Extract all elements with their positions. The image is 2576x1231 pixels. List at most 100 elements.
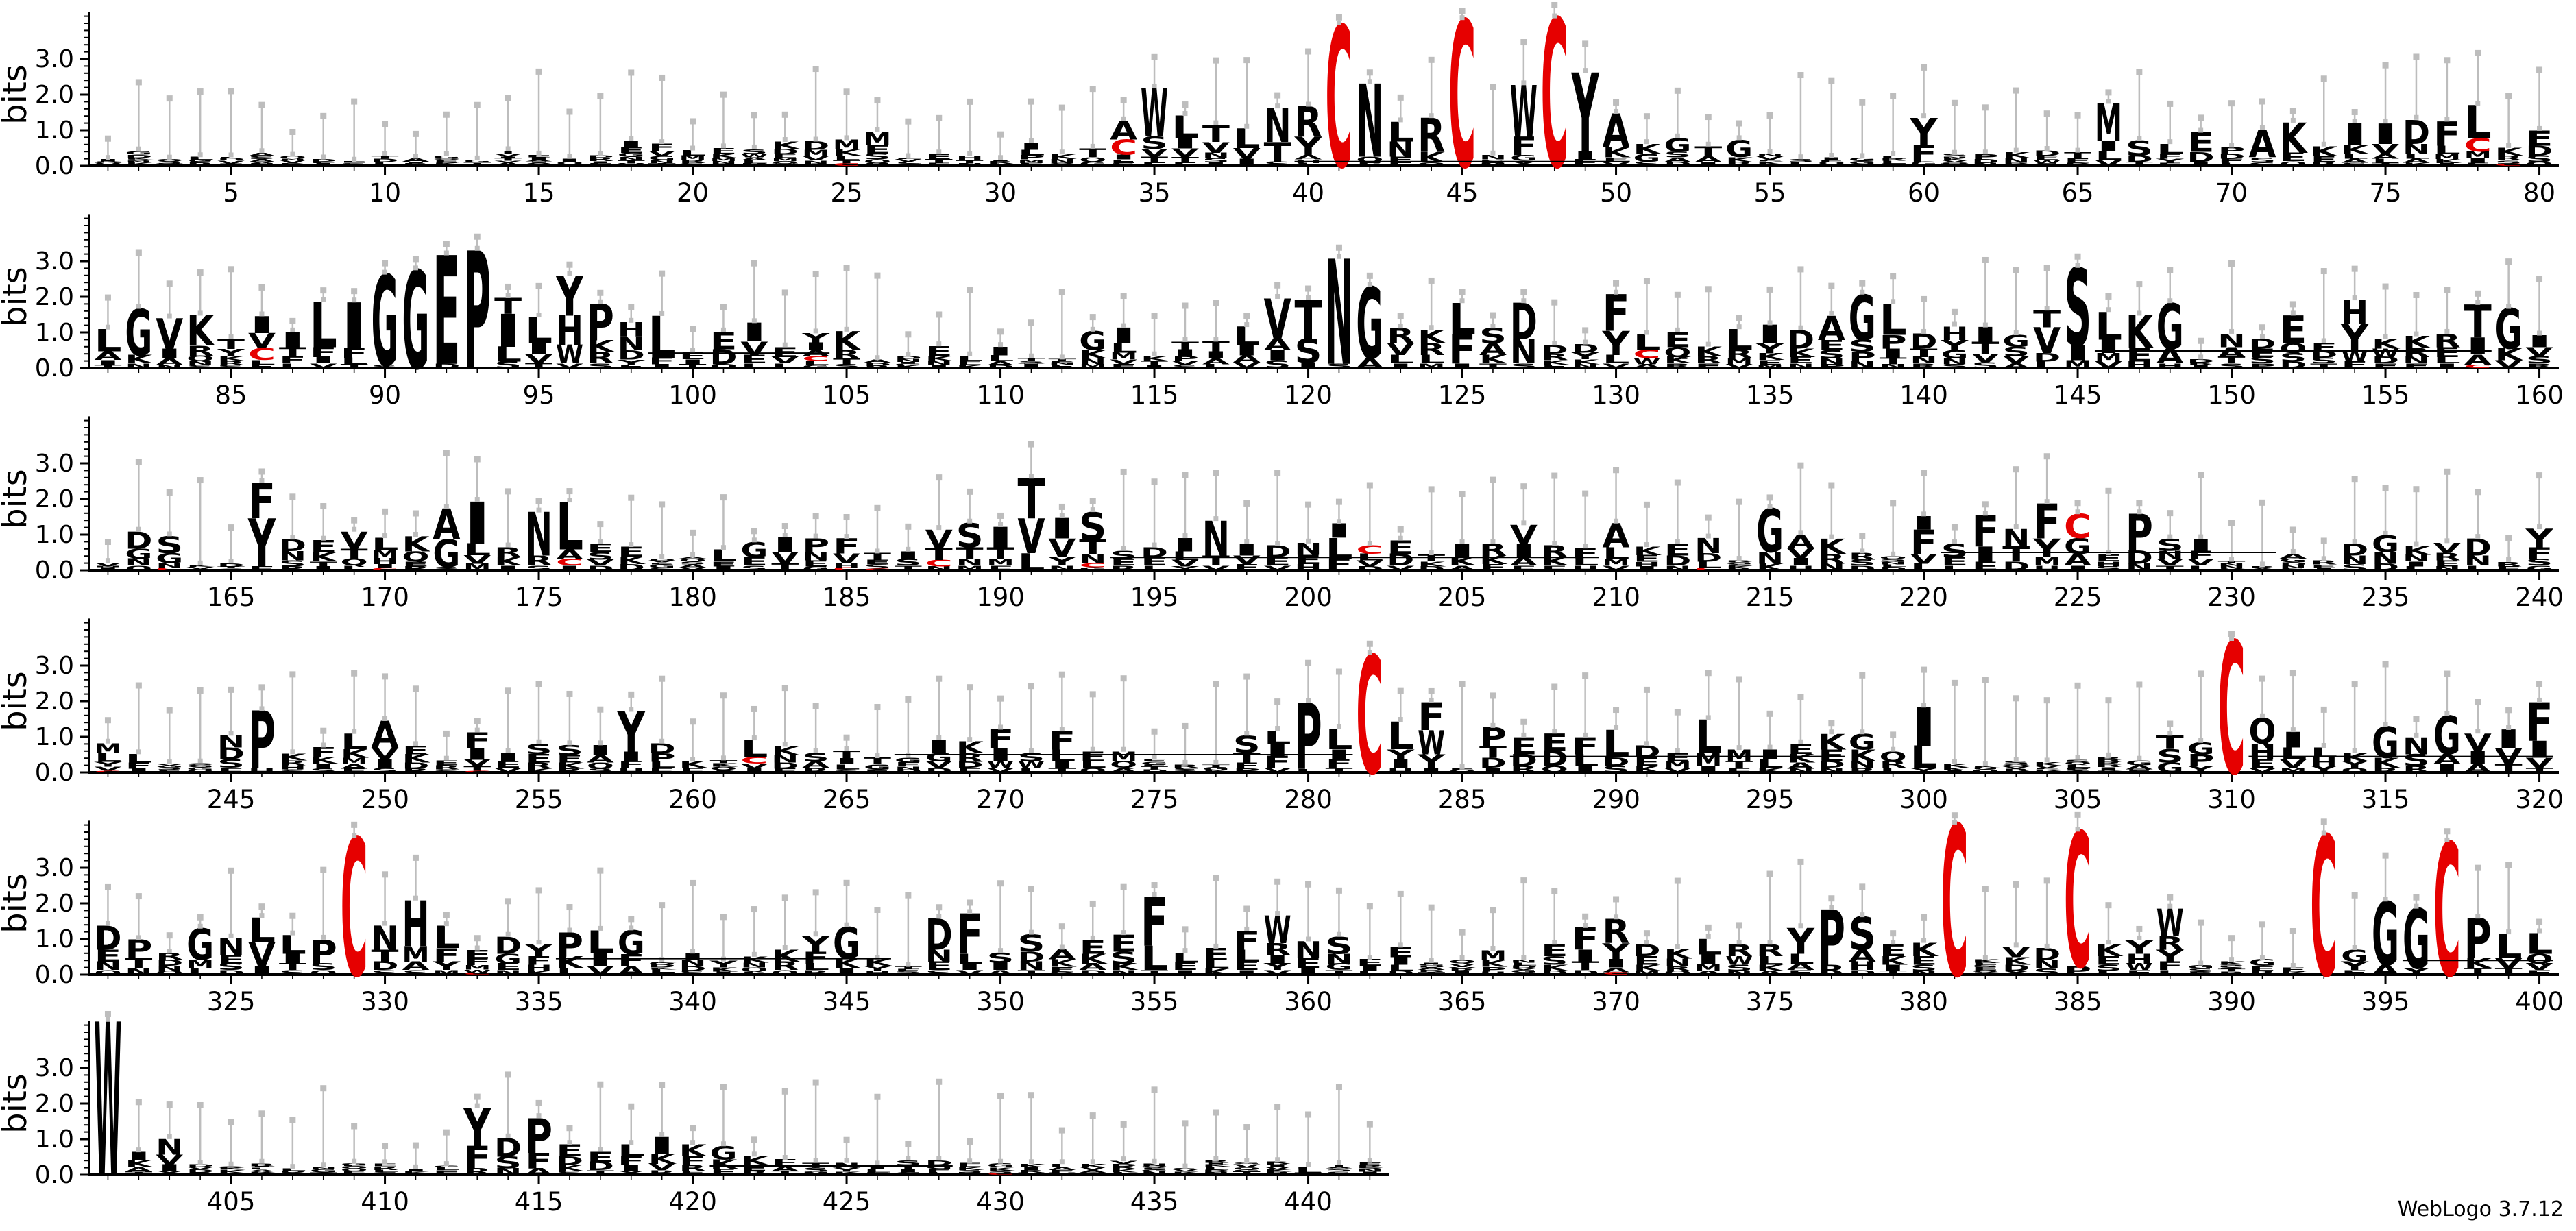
svg-text:H: H xyxy=(1572,564,1599,572)
svg-text:I: I xyxy=(372,563,399,570)
svg-text:H: H xyxy=(1387,766,1414,774)
svg-text:M: M xyxy=(679,154,707,161)
svg-text:40: 40 xyxy=(1292,178,1324,208)
svg-text:H: H xyxy=(1479,971,1507,976)
svg-text:G: G xyxy=(802,364,829,369)
svg-text:M: M xyxy=(1603,557,1630,568)
svg-text:T: T xyxy=(1910,346,1938,360)
svg-text:I: I xyxy=(1387,955,1414,967)
svg-text:E: E xyxy=(1756,160,1784,162)
svg-text:G: G xyxy=(1079,161,1106,167)
svg-text:H: H xyxy=(2156,362,2184,369)
svg-text:S: S xyxy=(2310,356,2337,365)
svg-text:R: R xyxy=(2403,345,2430,361)
svg-text:S: S xyxy=(556,742,583,758)
svg-text:C: C xyxy=(556,557,583,568)
svg-text:E: E xyxy=(740,554,768,568)
svg-text:I: I xyxy=(2095,138,2122,156)
svg-text:E: E xyxy=(1387,944,1414,960)
svg-text:I: I xyxy=(279,951,306,967)
svg-text:G: G xyxy=(2002,764,2030,766)
svg-text:L: L xyxy=(1017,548,1045,576)
svg-text:D: D xyxy=(1541,343,1568,356)
svg-text:A: A xyxy=(2156,345,2184,369)
svg-text:V: V xyxy=(494,160,522,163)
svg-text:T: T xyxy=(2156,564,2184,572)
svg-text:L: L xyxy=(1910,740,1938,775)
svg-text:130: 130 xyxy=(1592,380,1640,410)
svg-text:I: I xyxy=(494,564,522,572)
svg-text:R: R xyxy=(1880,158,1907,162)
svg-text:N: N xyxy=(1849,759,1876,770)
svg-text:C: C xyxy=(740,755,768,766)
svg-text:V: V xyxy=(2495,358,2523,371)
svg-text:A: A xyxy=(1295,154,1322,161)
svg-text:S: S xyxy=(2341,563,2368,572)
svg-text:G: G xyxy=(2126,759,2153,767)
svg-text:E: E xyxy=(2403,362,2430,369)
svg-text:1.0: 1.0 xyxy=(35,117,74,145)
svg-text:S: S xyxy=(1110,548,1137,562)
svg-text:Y: Y xyxy=(2187,764,2215,775)
svg-text:K: K xyxy=(2341,751,2370,764)
svg-text:70: 70 xyxy=(2215,178,2248,208)
svg-text:E: E xyxy=(217,953,245,966)
svg-text:W: W xyxy=(463,968,491,974)
svg-text:D: D xyxy=(279,162,306,167)
svg-text:M: M xyxy=(1479,948,1507,964)
svg-text:S: S xyxy=(1171,768,1199,774)
svg-text:S: S xyxy=(2064,759,2091,762)
svg-text:Y: Y xyxy=(1571,351,1600,361)
svg-text:G: G xyxy=(1325,962,1352,972)
svg-text:K: K xyxy=(2403,162,2431,167)
svg-text:A: A xyxy=(1079,962,1106,972)
svg-text:P: P xyxy=(1171,354,1199,363)
svg-text:V: V xyxy=(587,558,614,568)
svg-text:A: A xyxy=(587,753,614,765)
svg-text:I: I xyxy=(1479,766,1507,774)
svg-text:V: V xyxy=(2187,557,2215,568)
svg-text:S: S xyxy=(833,768,860,774)
svg-text:I: I xyxy=(740,768,768,774)
svg-text:1.0: 1.0 xyxy=(35,925,74,953)
svg-text:I: I xyxy=(125,768,152,774)
svg-text:D: D xyxy=(1418,565,1445,572)
svg-text:Y: Y xyxy=(555,265,583,329)
svg-text:S: S xyxy=(1941,154,1968,158)
svg-text:A: A xyxy=(2002,362,2030,370)
svg-text:I: I xyxy=(1387,757,1414,770)
svg-text:L: L xyxy=(1725,564,1753,566)
svg-text:V: V xyxy=(1264,968,1291,976)
svg-text:T: T xyxy=(1017,968,1045,976)
svg-text:Y: Y xyxy=(1263,962,1292,972)
svg-text:I: I xyxy=(2064,341,2091,365)
svg-text:V: V xyxy=(2095,158,2122,167)
svg-text:G: G xyxy=(1941,348,1968,361)
svg-text:I: I xyxy=(156,346,183,362)
svg-text:S: S xyxy=(2002,761,2030,765)
svg-text:T: T xyxy=(279,962,306,972)
svg-text:V: V xyxy=(1171,146,1199,160)
svg-text:M: M xyxy=(1017,158,1045,164)
svg-text:V: V xyxy=(248,162,276,164)
svg-text:S: S xyxy=(2279,351,2307,365)
svg-text:C: C xyxy=(1694,567,1722,571)
svg-text:E: E xyxy=(1048,966,1076,973)
svg-text:E: E xyxy=(1356,161,1383,167)
svg-text:165: 165 xyxy=(207,583,256,612)
svg-text:V: V xyxy=(1202,139,1230,156)
svg-text:I: I xyxy=(1141,364,1168,369)
svg-text:L: L xyxy=(987,354,1014,363)
svg-text:S: S xyxy=(1849,558,1876,568)
svg-text:T: T xyxy=(310,560,337,568)
svg-text:E: E xyxy=(1295,955,1322,971)
svg-text:85: 85 xyxy=(215,380,247,410)
svg-text:R: R xyxy=(433,764,460,770)
svg-text:W: W xyxy=(1264,908,1291,953)
svg-text:T: T xyxy=(1171,339,1199,352)
svg-text:D: D xyxy=(1017,949,1045,964)
svg-text:Q: Q xyxy=(1941,162,1968,164)
svg-text:M: M xyxy=(1110,351,1137,361)
svg-text:E: E xyxy=(2064,768,2091,772)
svg-text:E: E xyxy=(2248,757,2276,770)
